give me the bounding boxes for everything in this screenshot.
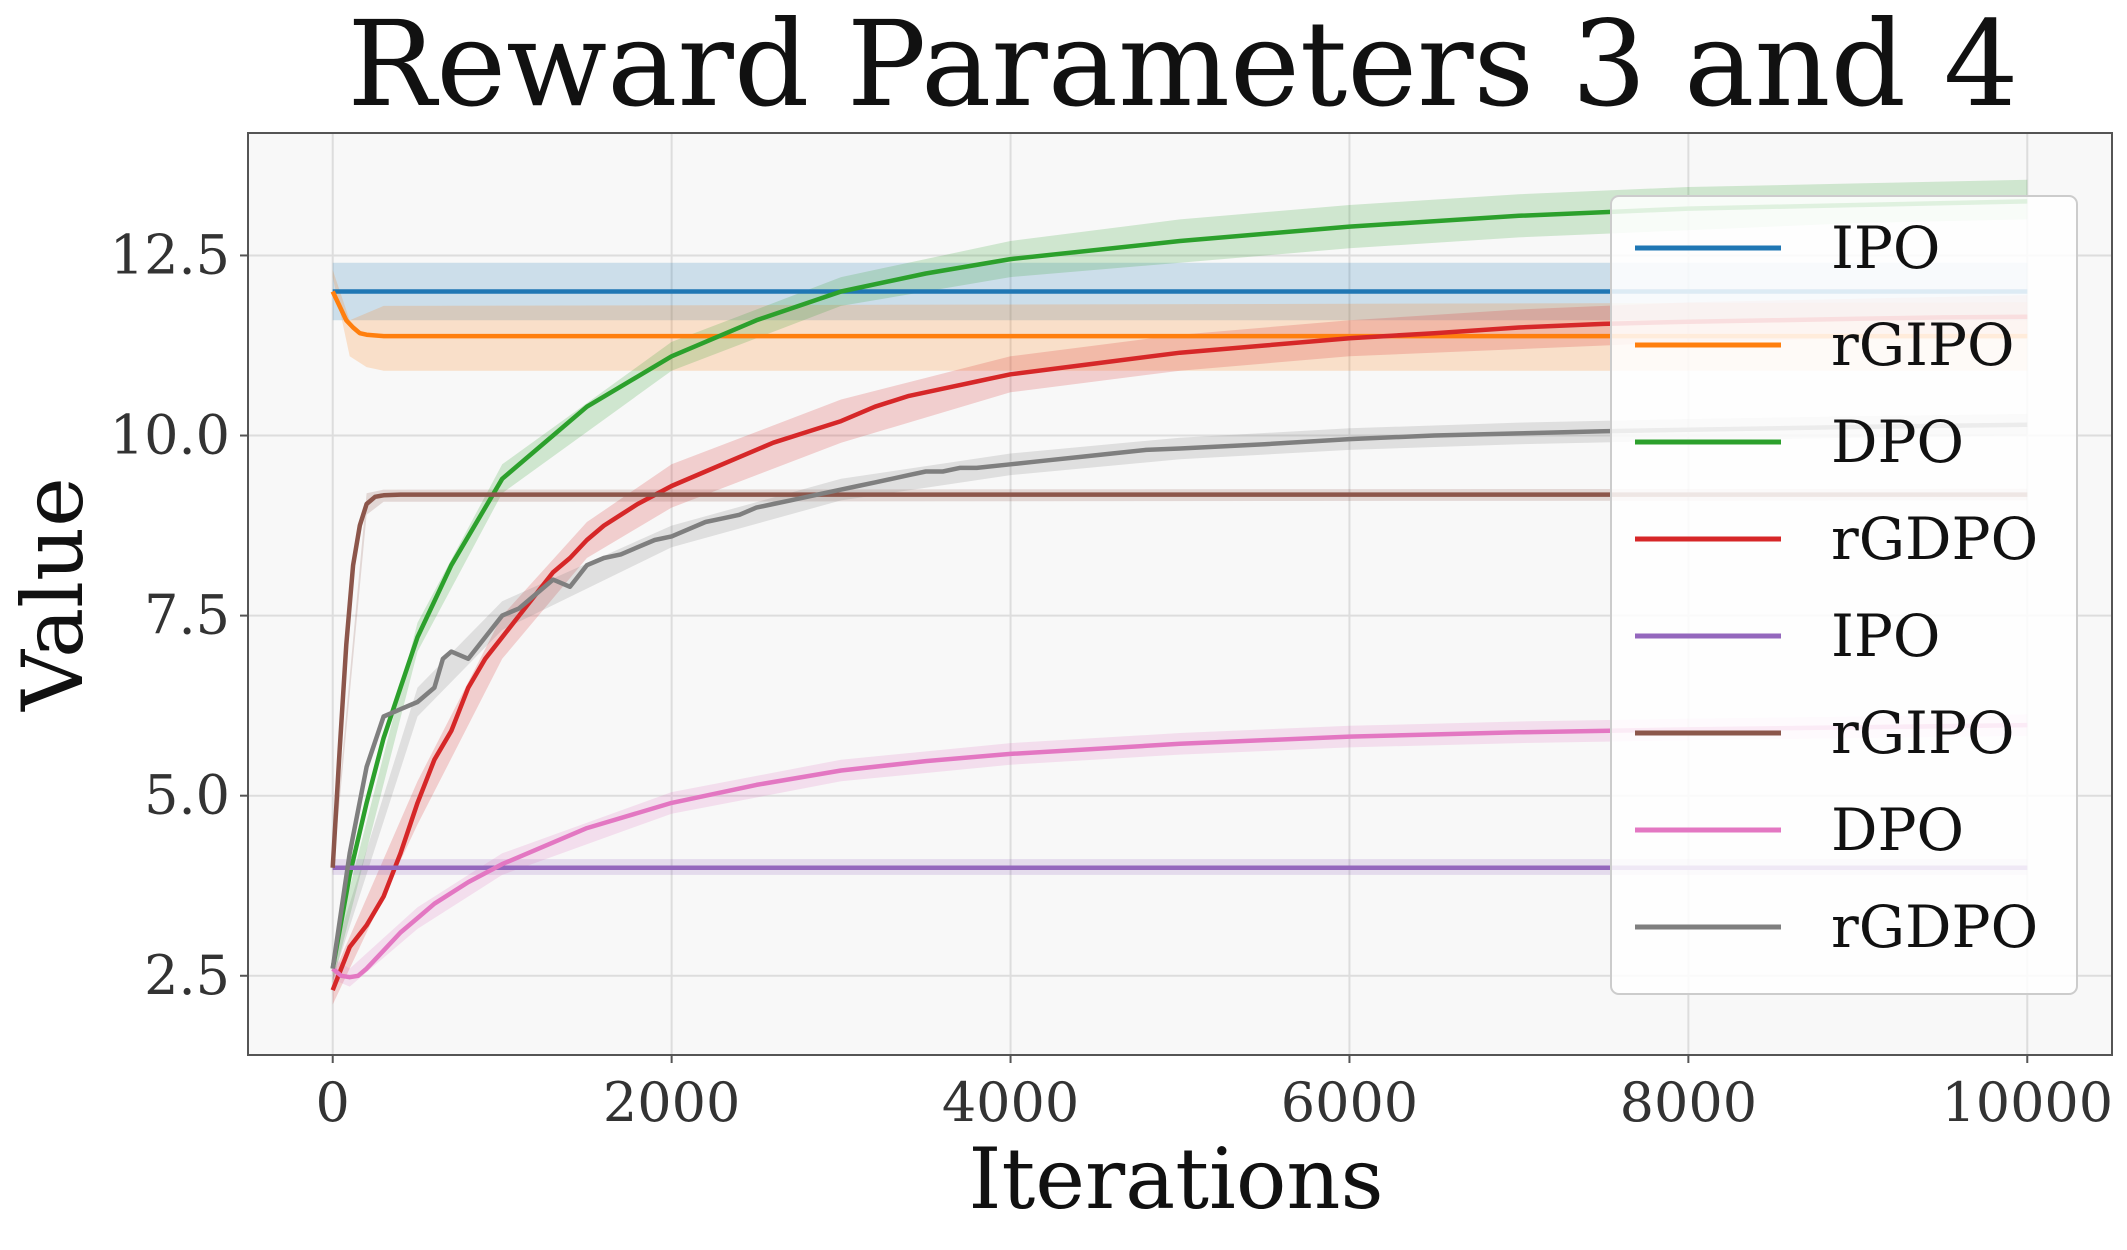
legend-label-3: DPO — [1831, 408, 1964, 476]
y-tick-label: 10.0 — [110, 404, 230, 467]
plot-frame — [247, 132, 2113, 1056]
legend-label-1: IPO — [1831, 214, 1941, 282]
x-tick-label: 8000 — [1620, 1071, 1757, 1134]
legend-label-6: rGIPO — [1831, 699, 2015, 767]
legend-label-5: IPO — [1831, 602, 1941, 670]
series-line-7 — [331, 722, 2028, 980]
series-line-8 — [330, 422, 2028, 969]
legend-label-8: rGDPO — [1831, 893, 2038, 961]
y-axis-label: Value — [4, 477, 102, 712]
y-tick-label: 12.5 — [110, 223, 230, 286]
series-band-4 — [332, 295, 2028, 1005]
series-line-2 — [330, 290, 2028, 339]
x-tick-label: 0 — [316, 1071, 350, 1134]
x-tick-label: 10000 — [1941, 1071, 2113, 1134]
y-axis-ticks: 2.5 5.0 7.5 10.0 12.5 — [110, 223, 248, 1007]
series-band-7 — [332, 714, 2028, 987]
series-band-2 — [332, 269, 2028, 371]
series-lines — [330, 199, 2028, 992]
legend-label-2: rGIPO — [1831, 311, 2015, 379]
y-tick-label: 2.5 — [144, 944, 230, 1007]
series-line-6 — [330, 492, 2028, 868]
legend-label-7: DPO — [1831, 796, 1964, 864]
x-axis-label: Iterations — [968, 1130, 1383, 1228]
x-tick-label: 4000 — [942, 1071, 1079, 1134]
series-line-3 — [330, 199, 2028, 970]
y-tick-label: 5.0 — [144, 764, 230, 827]
legend-label-4: rGDPO — [1831, 505, 2038, 573]
chart-title: Reward Parameters 3 and 4 — [347, 0, 2018, 133]
y-tick-label: 7.5 — [144, 584, 230, 647]
legend: IPO rGIPO DPO rGDPO IPO rGIPO DPO rGDPO — [1610, 195, 2078, 995]
series-line-4 — [330, 314, 2028, 992]
x-tick-label: 2000 — [603, 1071, 740, 1134]
x-tick-label: 6000 — [1281, 1071, 1418, 1134]
x-axis-ticks: 0 2000 4000 6000 8000 10000 — [316, 1055, 2113, 1134]
legend-box — [1610, 195, 2078, 995]
confidence-bands — [332, 179, 2028, 1005]
